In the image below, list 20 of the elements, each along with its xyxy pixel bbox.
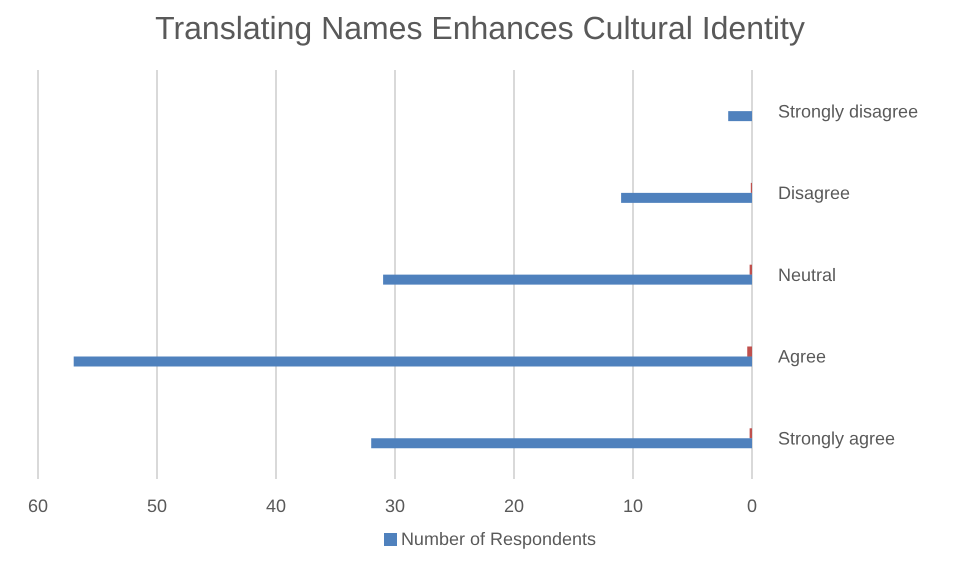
y-tick-label: Neutral [778,264,836,285]
bar [74,356,752,366]
bar [747,346,752,356]
legend-label: Number of Respondents [400,529,596,550]
x-tick-label: 50 [146,496,168,516]
x-tick-label: 20 [504,496,524,516]
x-tick-label: 30 [384,496,406,516]
bar [621,192,752,203]
chart-title: Translating Names Enhances Cultural Identity [154,10,806,48]
x-tick-label: 0 [746,496,758,516]
bar [371,438,752,448]
y-tick-label: Strongly disagree [778,101,918,122]
x-tick-label: 40 [266,496,286,516]
bar [728,111,752,122]
y-tick-label: Disagree [778,183,850,204]
y-tick-label: Strongly agree [778,428,896,448]
x-tick-label: 10 [622,496,644,516]
x-tick-label: 60 [28,496,48,516]
bar [383,274,752,285]
y-tick-label: Agree [778,346,826,367]
